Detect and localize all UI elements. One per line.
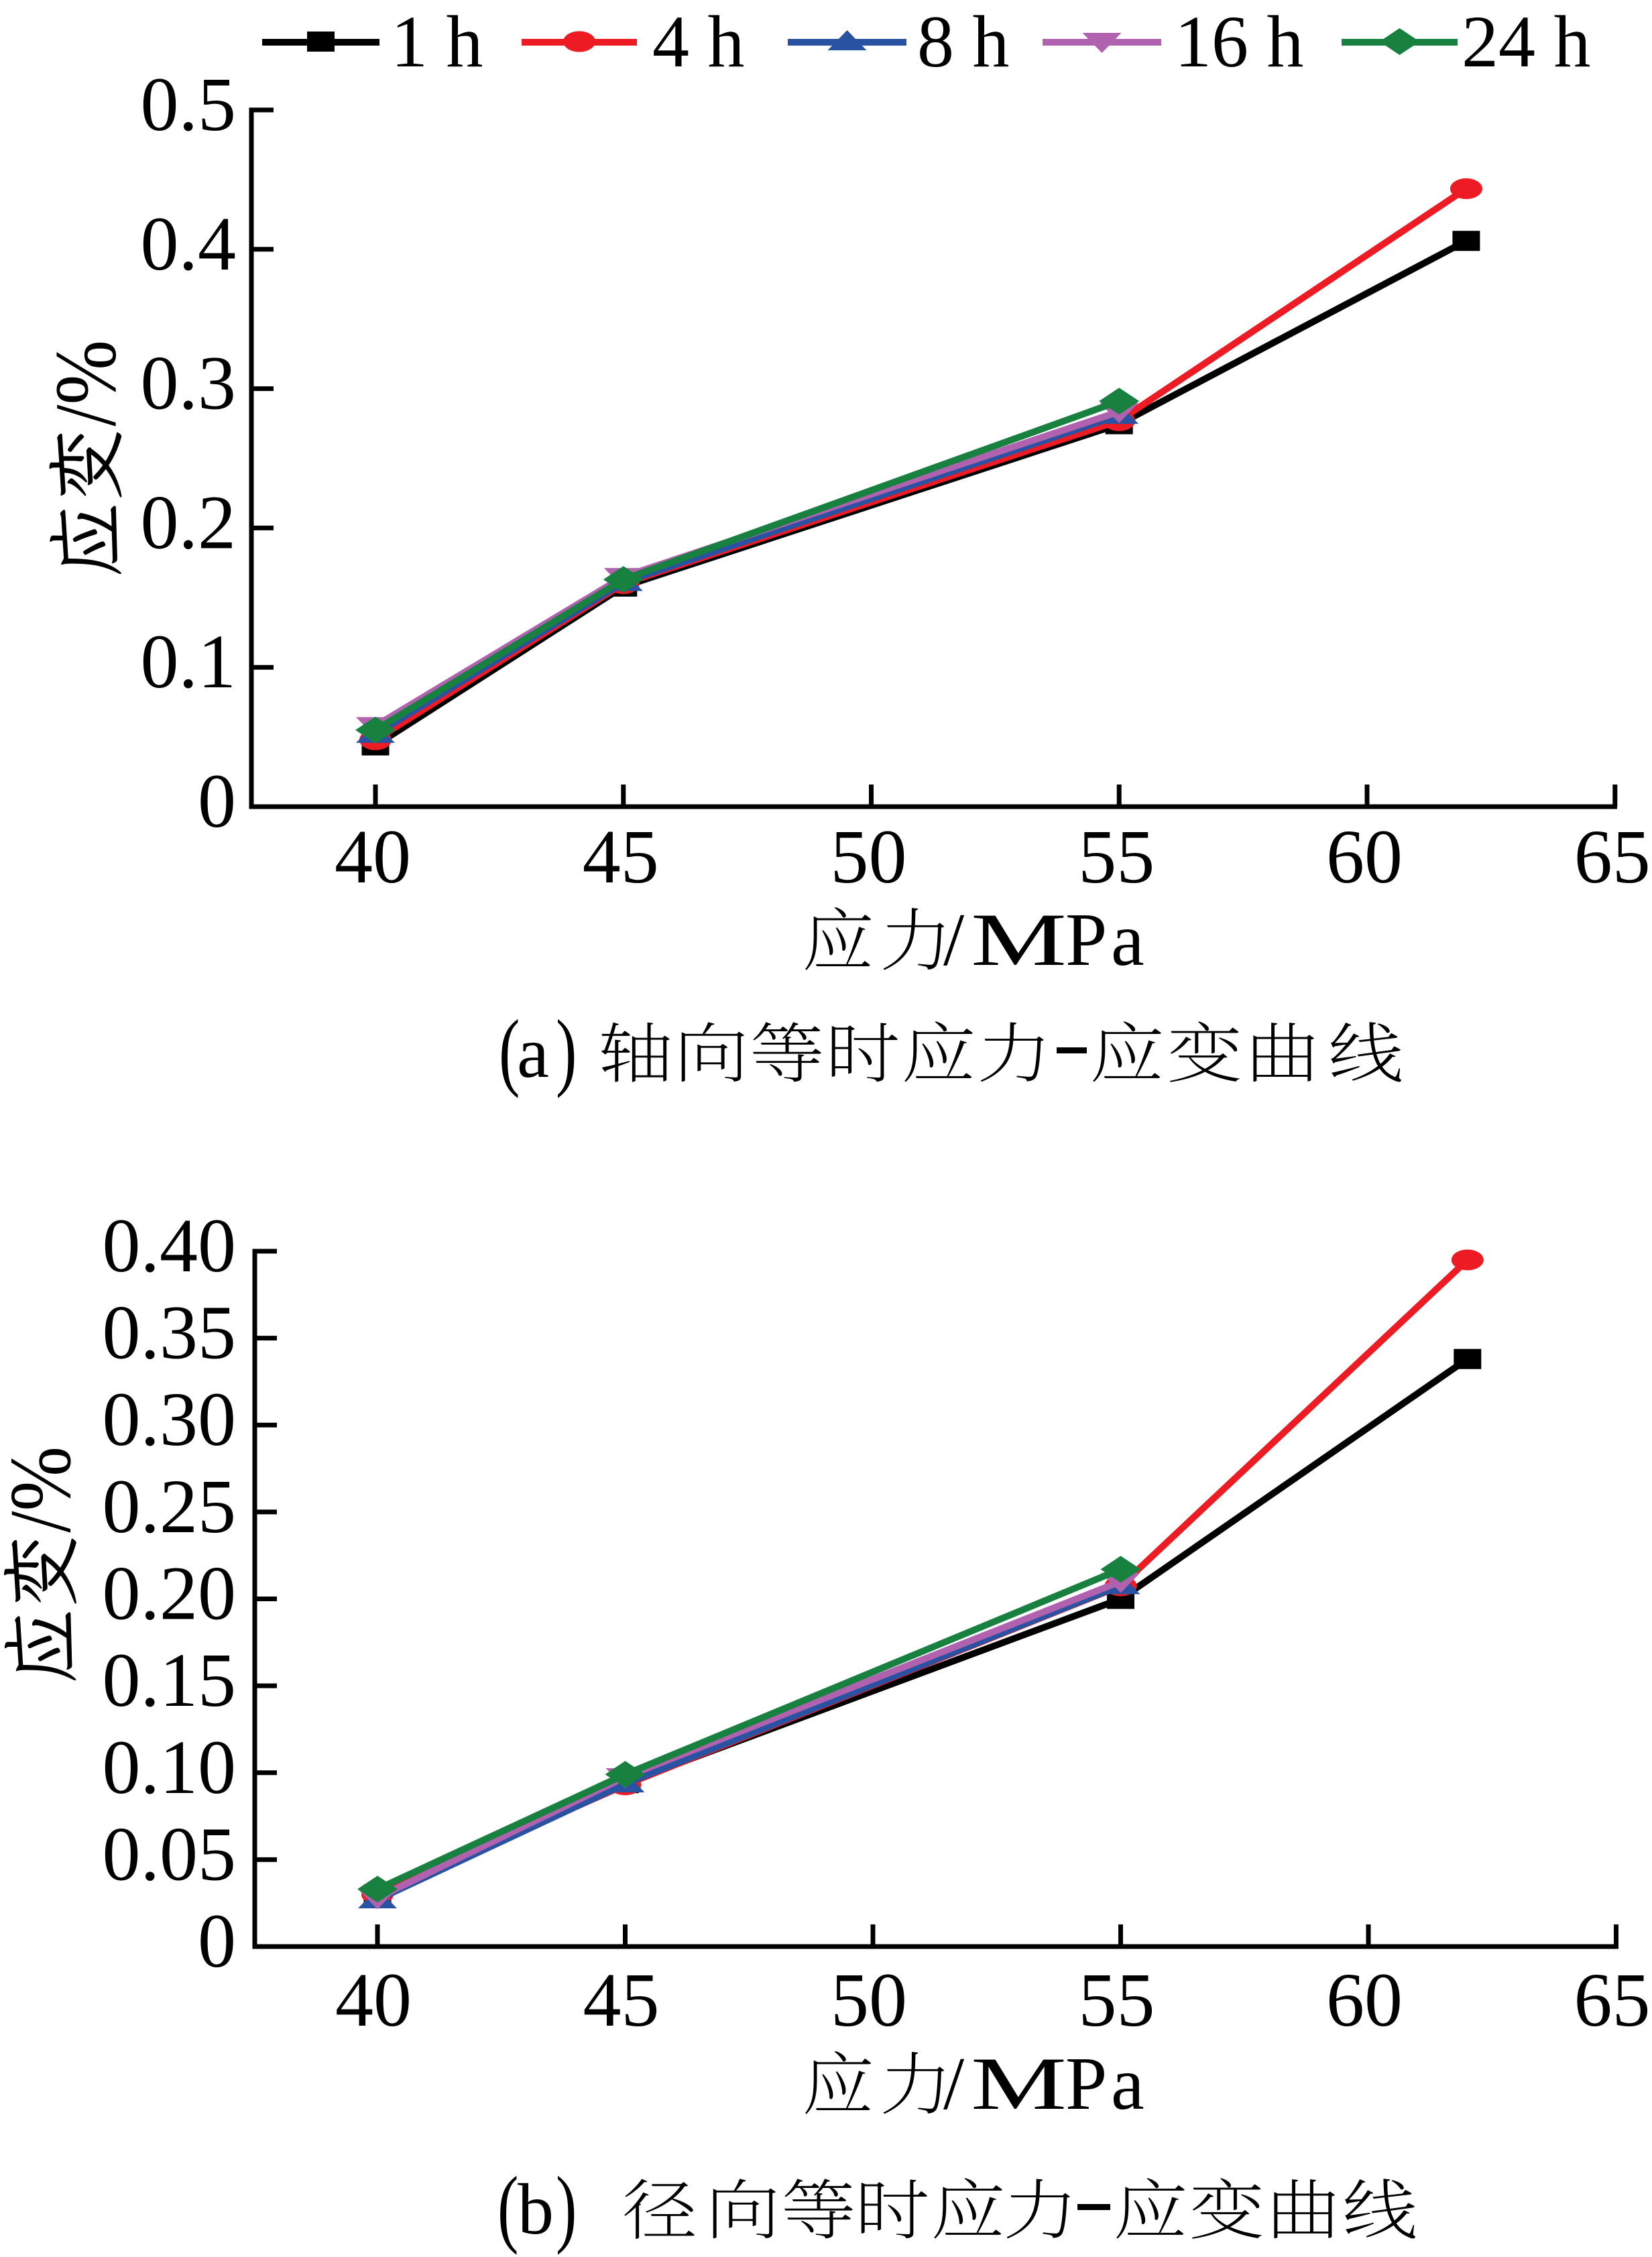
svg-text:4 h: 4 h xyxy=(652,1,745,82)
svg-text:M: M xyxy=(971,899,1067,982)
svg-text:/%: /% xyxy=(0,1446,88,1533)
svg-text:50: 50 xyxy=(831,814,907,899)
svg-text:(: ( xyxy=(497,2158,518,2255)
svg-text:0.40: 0.40 xyxy=(103,1203,237,1288)
svg-text:): ) xyxy=(556,1002,577,1098)
svg-text:60: 60 xyxy=(1326,1957,1403,2042)
svg-text:P: P xyxy=(1065,899,1107,982)
svg-text:8 h: 8 h xyxy=(917,1,1010,82)
svg-text:0.3: 0.3 xyxy=(141,341,237,426)
svg-text:0.15: 0.15 xyxy=(103,1637,237,1723)
svg-text:0.5: 0.5 xyxy=(141,62,237,147)
svg-text:a: a xyxy=(1111,2042,1144,2126)
svg-text:40: 40 xyxy=(335,814,411,899)
svg-text:(: ( xyxy=(499,1002,520,1098)
svg-text:45: 45 xyxy=(583,814,659,899)
svg-text:45: 45 xyxy=(583,1957,660,2042)
svg-text:a: a xyxy=(1111,899,1144,982)
svg-text:16 h: 16 h xyxy=(1175,1,1304,82)
svg-text:50: 50 xyxy=(831,1957,907,2042)
svg-text:0: 0 xyxy=(198,1898,236,1983)
svg-text:55: 55 xyxy=(1079,1957,1155,2042)
svg-text:/%: /% xyxy=(37,340,134,426)
svg-text:0.2: 0.2 xyxy=(141,479,237,565)
svg-text:b: b xyxy=(518,2170,554,2250)
svg-text:65: 65 xyxy=(1574,814,1651,899)
svg-text:24 h: 24 h xyxy=(1462,1,1591,82)
svg-text:a: a xyxy=(517,1013,549,1093)
svg-text:0.1: 0.1 xyxy=(141,619,237,704)
svg-text:/: / xyxy=(943,2042,965,2126)
svg-text:0.25: 0.25 xyxy=(103,1464,237,1549)
svg-text:55: 55 xyxy=(1078,814,1155,899)
svg-text:1 h: 1 h xyxy=(391,1,483,82)
svg-text:65: 65 xyxy=(1574,1957,1651,2042)
svg-text:): ) xyxy=(556,2158,577,2255)
svg-text:0.10: 0.10 xyxy=(103,1725,237,1810)
svg-text:/: / xyxy=(943,899,965,982)
svg-text:0.20: 0.20 xyxy=(103,1551,237,1636)
svg-text:M: M xyxy=(971,2042,1067,2126)
svg-text:60: 60 xyxy=(1326,814,1403,899)
svg-text:0.4: 0.4 xyxy=(141,201,237,286)
svg-text:P: P xyxy=(1065,2042,1107,2126)
svg-text:0.05: 0.05 xyxy=(103,1811,237,1896)
svg-text:0.35: 0.35 xyxy=(103,1290,237,1375)
svg-text:40: 40 xyxy=(335,1957,412,2042)
svg-text:0.30: 0.30 xyxy=(103,1377,237,1462)
svg-text:0: 0 xyxy=(198,758,236,844)
